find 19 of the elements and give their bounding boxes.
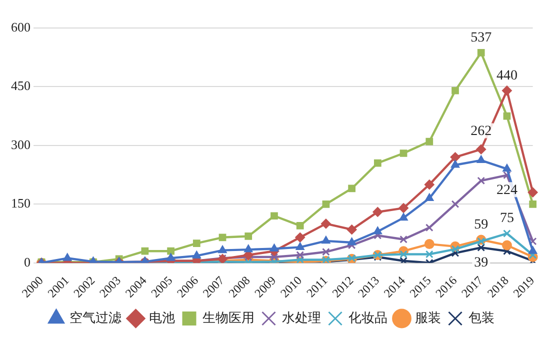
y-tick-label: 600 xyxy=(11,19,30,34)
data-label: 75 xyxy=(500,211,514,226)
legend-label: 水处理 xyxy=(282,310,321,326)
legend-label: 电池 xyxy=(148,310,175,326)
legend-label: 化妆品 xyxy=(348,310,388,326)
legend-label: 包装 xyxy=(468,310,494,326)
legend-label: 服装 xyxy=(414,310,441,326)
y-tick-label: 0 xyxy=(24,254,30,270)
y-tick-label: 450 xyxy=(11,78,30,94)
data-label: 440 xyxy=(496,68,518,84)
y-tick-label: 300 xyxy=(11,136,30,152)
legend-label: 生物医用 xyxy=(202,310,254,326)
y-tick-label: 150 xyxy=(11,196,30,211)
data-label: 224 xyxy=(496,182,518,198)
data-label: 59 xyxy=(474,217,488,232)
data-label: 39 xyxy=(474,255,488,270)
data-label: 537 xyxy=(470,30,492,46)
legend-label: 空气过滤 xyxy=(69,310,122,326)
data-label: 262 xyxy=(470,124,492,139)
